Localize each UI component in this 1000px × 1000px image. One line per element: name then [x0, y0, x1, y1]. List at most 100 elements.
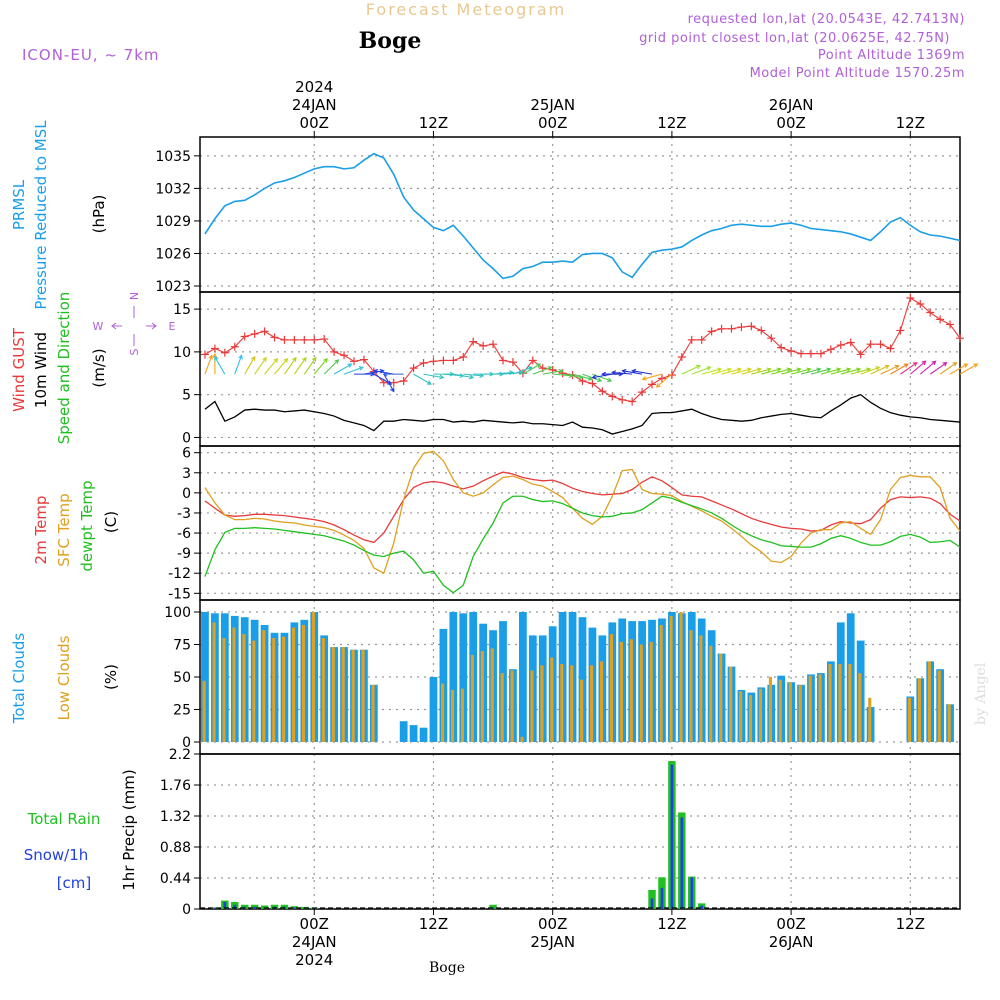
low-cloud-bar [689, 630, 693, 742]
low-cloud-bar [629, 639, 633, 742]
gust-marker [598, 387, 607, 396]
low-cloud-bar [480, 651, 484, 742]
compass-rose [111, 306, 157, 346]
cloud-label-total: Total Clouds [10, 633, 28, 725]
y-tick-label: 2.2 [169, 747, 191, 763]
low-cloud-bar [282, 636, 286, 742]
wind-arrow [900, 362, 918, 375]
gust-marker [826, 345, 835, 354]
wind-arrow [274, 357, 289, 375]
y-tick-label: 10 [173, 345, 191, 361]
time-label-bottom: 24JAN [292, 933, 337, 951]
wind-arrow [382, 371, 404, 377]
wind-unit: (m/s) [90, 348, 108, 387]
footer-location: Boge [429, 960, 465, 976]
time-label-top: 00Z [300, 114, 329, 132]
low-cloud-bar [739, 691, 743, 742]
gust-marker [608, 392, 617, 401]
gust-marker [499, 356, 508, 365]
time-label-top: 00Z [776, 114, 805, 132]
total-cloud-bar [409, 725, 418, 742]
low-cloud-bar [907, 697, 912, 742]
precip-axis-label: 1hr Precip (mm) [120, 769, 138, 890]
wind-arrow [323, 359, 340, 375]
wind-arrow [343, 366, 364, 375]
gust-marker [737, 323, 746, 332]
gust-marker [787, 347, 796, 356]
low-cloud-bar [530, 670, 534, 742]
time-label-bottom: 00Z [776, 915, 805, 933]
low-cloud-bar [808, 675, 812, 742]
low-cloud-bar [470, 654, 474, 742]
low-cloud-bar [550, 657, 554, 742]
wind-arrow [631, 368, 653, 375]
location-title: Boge [359, 28, 422, 54]
wind-arrow [383, 373, 395, 393]
wind-arrow [591, 373, 613, 380]
wind-arrow [522, 363, 542, 375]
temp-label-dewpt: dewpt Temp [78, 480, 96, 571]
y-tick-label: -6 [177, 526, 191, 542]
gust-marker [638, 388, 647, 397]
low-cloud-bar [659, 625, 663, 742]
gust-marker [677, 353, 686, 362]
gust-marker [230, 342, 239, 351]
time-label-top: 12Z [419, 114, 448, 132]
wind-arrow [601, 371, 623, 377]
low-cloud-bar [719, 653, 723, 742]
gust-marker [806, 349, 815, 358]
wind-arrow [413, 373, 432, 385]
low-cloud-bar [669, 615, 673, 742]
wind-arrow [800, 367, 822, 375]
time-label-bottom: 25JAN [530, 933, 575, 951]
time-label-bottom: 2024 [295, 951, 333, 969]
gust-marker [320, 335, 329, 344]
low-cloud-bar [311, 612, 315, 742]
y-tick-label: -3 [177, 506, 191, 522]
wind-arrow [691, 366, 712, 375]
wind-arrow [512, 366, 533, 375]
low-cloud-bar [748, 695, 753, 742]
gust-marker [310, 335, 319, 344]
time-label-bottom: 00Z [300, 915, 329, 933]
time-label-top: 25JAN [530, 96, 575, 114]
gust-marker [956, 334, 964, 343]
wind-arrow [751, 367, 772, 375]
compass-s: S [128, 348, 141, 355]
time-label-top: 12Z [657, 114, 686, 132]
low-cloud-bar [520, 736, 524, 742]
gust-marker [836, 341, 845, 350]
gust-marker [260, 327, 269, 336]
total-cloud-bar [419, 727, 428, 742]
cloud-unit: (%) [102, 664, 120, 690]
gust-marker [916, 299, 925, 308]
y-tick-label: 0 [182, 902, 191, 918]
gust-marker [777, 343, 786, 352]
wind-arrow [611, 370, 633, 376]
wind-arrow [303, 356, 317, 375]
gust-marker [876, 340, 885, 349]
wind-arrow [264, 357, 279, 375]
snow-bar [700, 905, 704, 909]
pressure-panel: 1035 1032 1029 1026 1023 [155, 136, 961, 295]
low-cloud-bar [292, 627, 296, 742]
gust-marker [757, 326, 766, 335]
gust-marker [290, 335, 299, 344]
wind-arrow [919, 360, 937, 375]
wind-arrow [939, 362, 958, 375]
low-cloud-bar [490, 648, 494, 742]
gust-marker [330, 347, 339, 356]
snow-bar [223, 901, 227, 909]
gust-marker [856, 350, 865, 359]
temp-label-2m: 2m Temp [32, 496, 50, 565]
gust-marker [389, 378, 398, 387]
gust-marker [707, 327, 716, 336]
snow-bar [670, 764, 674, 909]
requested-coords: requested lon,lat (20.0543E, 42.7413N) [688, 12, 965, 27]
gust-marker [280, 335, 289, 344]
low-cloud-bar [232, 627, 236, 742]
temperature-panel: 6 3 0 -3 -6 -9 -12 -15 [168, 445, 961, 602]
wind-arrow [621, 368, 643, 375]
snow-bar [680, 817, 684, 909]
total-cloud-bar [429, 677, 438, 742]
